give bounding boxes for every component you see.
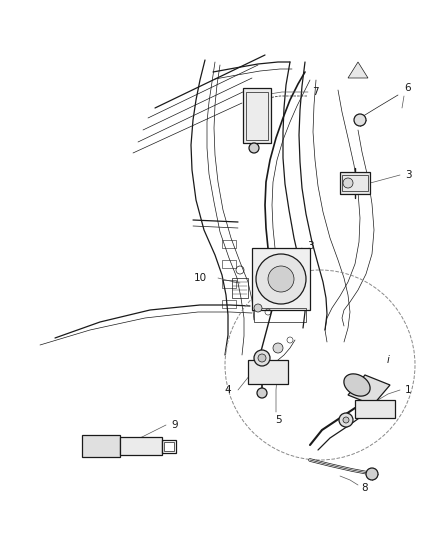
Bar bbox=[162, 440, 176, 453]
Text: 7: 7 bbox=[312, 87, 318, 97]
Bar bbox=[164, 442, 174, 451]
Circle shape bbox=[257, 388, 267, 398]
Circle shape bbox=[256, 254, 306, 304]
Bar bbox=[222, 260, 236, 268]
Bar bbox=[82, 435, 120, 457]
Circle shape bbox=[339, 413, 353, 427]
Bar bbox=[243, 88, 271, 143]
Circle shape bbox=[268, 266, 294, 292]
Polygon shape bbox=[348, 375, 390, 405]
Ellipse shape bbox=[344, 374, 370, 396]
Text: 9: 9 bbox=[172, 420, 178, 430]
Text: 10: 10 bbox=[194, 273, 207, 283]
Text: 6: 6 bbox=[405, 83, 411, 93]
Circle shape bbox=[249, 143, 259, 153]
Text: 1: 1 bbox=[405, 385, 411, 395]
Bar bbox=[248, 360, 288, 384]
Bar bbox=[222, 280, 236, 288]
Circle shape bbox=[366, 468, 378, 480]
Bar bbox=[120, 437, 162, 455]
Text: 3: 3 bbox=[405, 170, 411, 180]
Bar bbox=[222, 240, 236, 248]
Circle shape bbox=[273, 343, 283, 353]
Text: 8: 8 bbox=[362, 483, 368, 493]
Text: 4: 4 bbox=[225, 385, 231, 395]
Text: 3: 3 bbox=[307, 241, 313, 251]
Text: 5: 5 bbox=[275, 415, 281, 425]
Bar bbox=[246, 92, 268, 140]
Bar bbox=[254, 308, 306, 322]
Polygon shape bbox=[348, 62, 368, 78]
Circle shape bbox=[343, 417, 349, 423]
Circle shape bbox=[343, 178, 353, 188]
Bar bbox=[342, 175, 368, 191]
Text: i: i bbox=[387, 355, 389, 365]
Bar bbox=[252, 248, 310, 310]
Bar bbox=[340, 172, 370, 194]
Bar bbox=[355, 400, 395, 418]
Circle shape bbox=[354, 114, 366, 126]
Bar bbox=[222, 300, 236, 308]
Circle shape bbox=[254, 304, 262, 312]
Circle shape bbox=[254, 350, 270, 366]
Circle shape bbox=[258, 354, 266, 362]
Bar bbox=[232, 278, 248, 298]
